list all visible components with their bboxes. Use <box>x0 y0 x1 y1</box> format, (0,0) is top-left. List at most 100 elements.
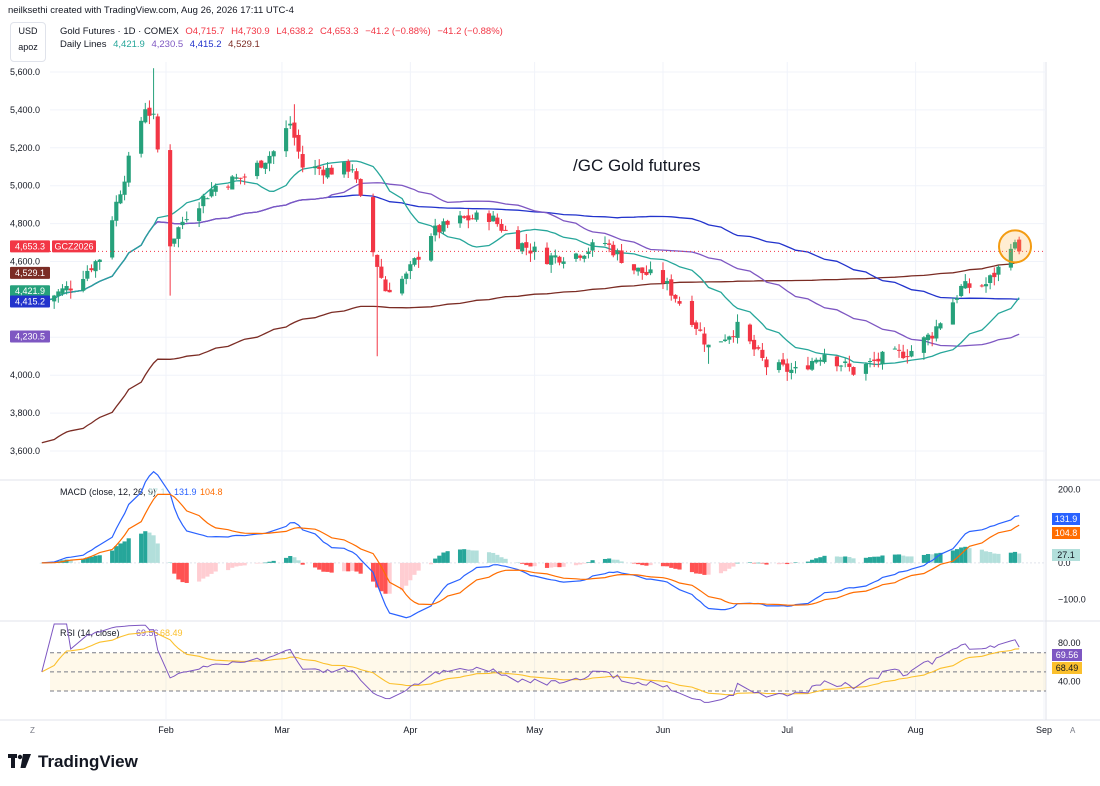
candle-body <box>665 280 670 284</box>
macd-histogram-bar <box>549 562 554 568</box>
candle-body <box>814 359 819 363</box>
candle-body <box>669 279 674 296</box>
macd-histogram-bar <box>528 562 533 567</box>
macd-histogram-bar <box>747 562 753 563</box>
ohlc-low: L4,638.2 <box>276 26 314 37</box>
macd-histogram-bar <box>673 562 678 569</box>
macd-histogram-bar <box>967 548 972 563</box>
macd-histogram-bar <box>896 554 902 563</box>
macd-histogram-bar <box>383 562 388 594</box>
candle-body <box>557 256 562 263</box>
macd-badge-label: 104.8 <box>1055 528 1078 538</box>
macd-histogram-bar <box>118 543 123 563</box>
macd-histogram-bar <box>524 562 529 566</box>
candle-body <box>408 264 413 272</box>
scale-mode-label: apoz <box>18 42 38 52</box>
candle-body <box>404 273 409 279</box>
macd-histogram-bar <box>168 562 173 563</box>
macd-legend-value: 131.9 <box>174 487 197 497</box>
ma20-line <box>41 160 1020 366</box>
macd-histogram-bar <box>428 562 434 565</box>
y-tick-label: 5,400.0 <box>10 105 40 115</box>
macd-histogram-bar <box>694 562 699 574</box>
candle-body <box>383 279 388 292</box>
macd-histogram-bar <box>495 554 500 563</box>
price-badge-label: 4,415.2 <box>15 297 45 307</box>
ohlc-close: C4,653.3 <box>319 26 359 37</box>
lines-legend: Daily Lines 4,421.9 4,230.5 4,415.2 4,52… <box>60 39 264 50</box>
candle-body <box>64 286 69 291</box>
x-tick-label: Mar <box>274 725 290 735</box>
candle-body <box>781 359 786 365</box>
candle-body <box>263 162 268 169</box>
candle-body <box>702 333 707 345</box>
symbol-legend: Gold Futures · 1D · COMEX O4,715.7 H4,73… <box>60 26 507 37</box>
candle-body <box>764 359 769 368</box>
macd-histogram-bar <box>631 562 637 564</box>
macd-histogram-bar <box>300 562 305 565</box>
macd-histogram-bar <box>793 562 798 563</box>
macd-histogram-bar <box>553 562 558 567</box>
candle-body <box>234 177 239 179</box>
candle-body <box>474 212 479 220</box>
candle-body <box>996 266 1001 275</box>
macd-histogram-bar <box>996 553 1001 563</box>
y-tick-label: 5,000.0 <box>10 181 40 191</box>
macd-histogram-bar <box>988 552 993 563</box>
macd-histogram-bar <box>515 562 521 563</box>
rsi-label: RSI (14, close) <box>60 628 120 638</box>
candle-body <box>441 221 446 232</box>
macd-histogram-bar <box>1017 553 1022 563</box>
candle-body <box>97 259 102 262</box>
candle-body <box>329 167 334 175</box>
macd-badge-label: 131.9 <box>1055 514 1078 524</box>
macd-histogram-bar <box>230 562 235 568</box>
macd-histogram-bar <box>805 561 811 563</box>
candle-body <box>201 195 206 207</box>
candle-body <box>358 179 363 196</box>
macd-histogram-bar <box>234 562 239 567</box>
candle-body <box>843 361 848 363</box>
candle-body <box>735 321 740 338</box>
candle-body <box>56 291 61 297</box>
macd-badge <box>1052 527 1080 539</box>
x-tick-label: Sep <box>1036 725 1052 735</box>
rsi-badge-label: 69.56 <box>1056 650 1079 660</box>
price-badge <box>10 285 50 298</box>
candle-body <box>110 220 115 258</box>
candle-body <box>437 225 442 233</box>
change-value-2: −41.2 (−0.88%) <box>437 26 503 37</box>
scale-mode-box[interactable]: USD apoz <box>10 22 46 62</box>
macd-histogram-bar <box>847 557 852 563</box>
macd-histogram-bar <box>665 562 670 567</box>
macd-histogram-bar <box>640 562 645 566</box>
y-tick-label: 4,800.0 <box>10 219 40 229</box>
macd-histogram-bar <box>520 562 525 564</box>
x-tick-label: Jun <box>656 725 671 735</box>
candle-body <box>723 339 728 342</box>
candle-body <box>818 359 823 362</box>
candle-body <box>544 247 550 265</box>
candle-body <box>640 267 645 274</box>
macd-histogram-bar <box>814 558 819 563</box>
macd-histogram-bar <box>689 562 695 573</box>
macd-histogram-bar <box>602 558 608 563</box>
candle-body <box>313 166 318 169</box>
candle-body <box>267 155 272 164</box>
rsi-badge <box>1052 649 1082 661</box>
candle-body <box>582 255 587 259</box>
candle-body <box>553 255 558 258</box>
candle-body <box>619 250 624 263</box>
macd-histogram-bar <box>292 557 297 563</box>
macd-histogram-bar <box>611 559 616 563</box>
chart-canvas[interactable]: 5,600.0 5,400.0 5,200.0 5,000.0 4,800.0 4,600… <box>0 0 1100 745</box>
symbol-title: Gold Futures · 1D · COMEX <box>60 26 179 37</box>
macd-histogram-bar <box>1012 551 1018 563</box>
candle-body <box>752 339 757 350</box>
price-badge-label: 4,529.1 <box>15 268 45 278</box>
candle-body <box>731 336 736 338</box>
macd-histogram-bar <box>259 562 264 564</box>
candle-body <box>462 216 467 218</box>
candle-body <box>876 358 881 362</box>
rsi-badge-label: 68.49 <box>1056 663 1079 673</box>
